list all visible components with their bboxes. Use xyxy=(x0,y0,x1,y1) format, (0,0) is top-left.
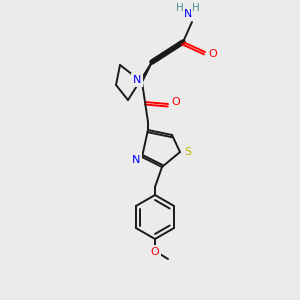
Text: H: H xyxy=(192,3,200,13)
Text: N: N xyxy=(133,75,141,85)
Text: O: O xyxy=(172,97,180,107)
Text: N: N xyxy=(184,9,192,19)
Text: O: O xyxy=(208,49,217,59)
Text: O: O xyxy=(151,247,159,257)
Text: H: H xyxy=(176,3,184,13)
Text: S: S xyxy=(184,147,192,157)
Text: N: N xyxy=(132,155,140,165)
